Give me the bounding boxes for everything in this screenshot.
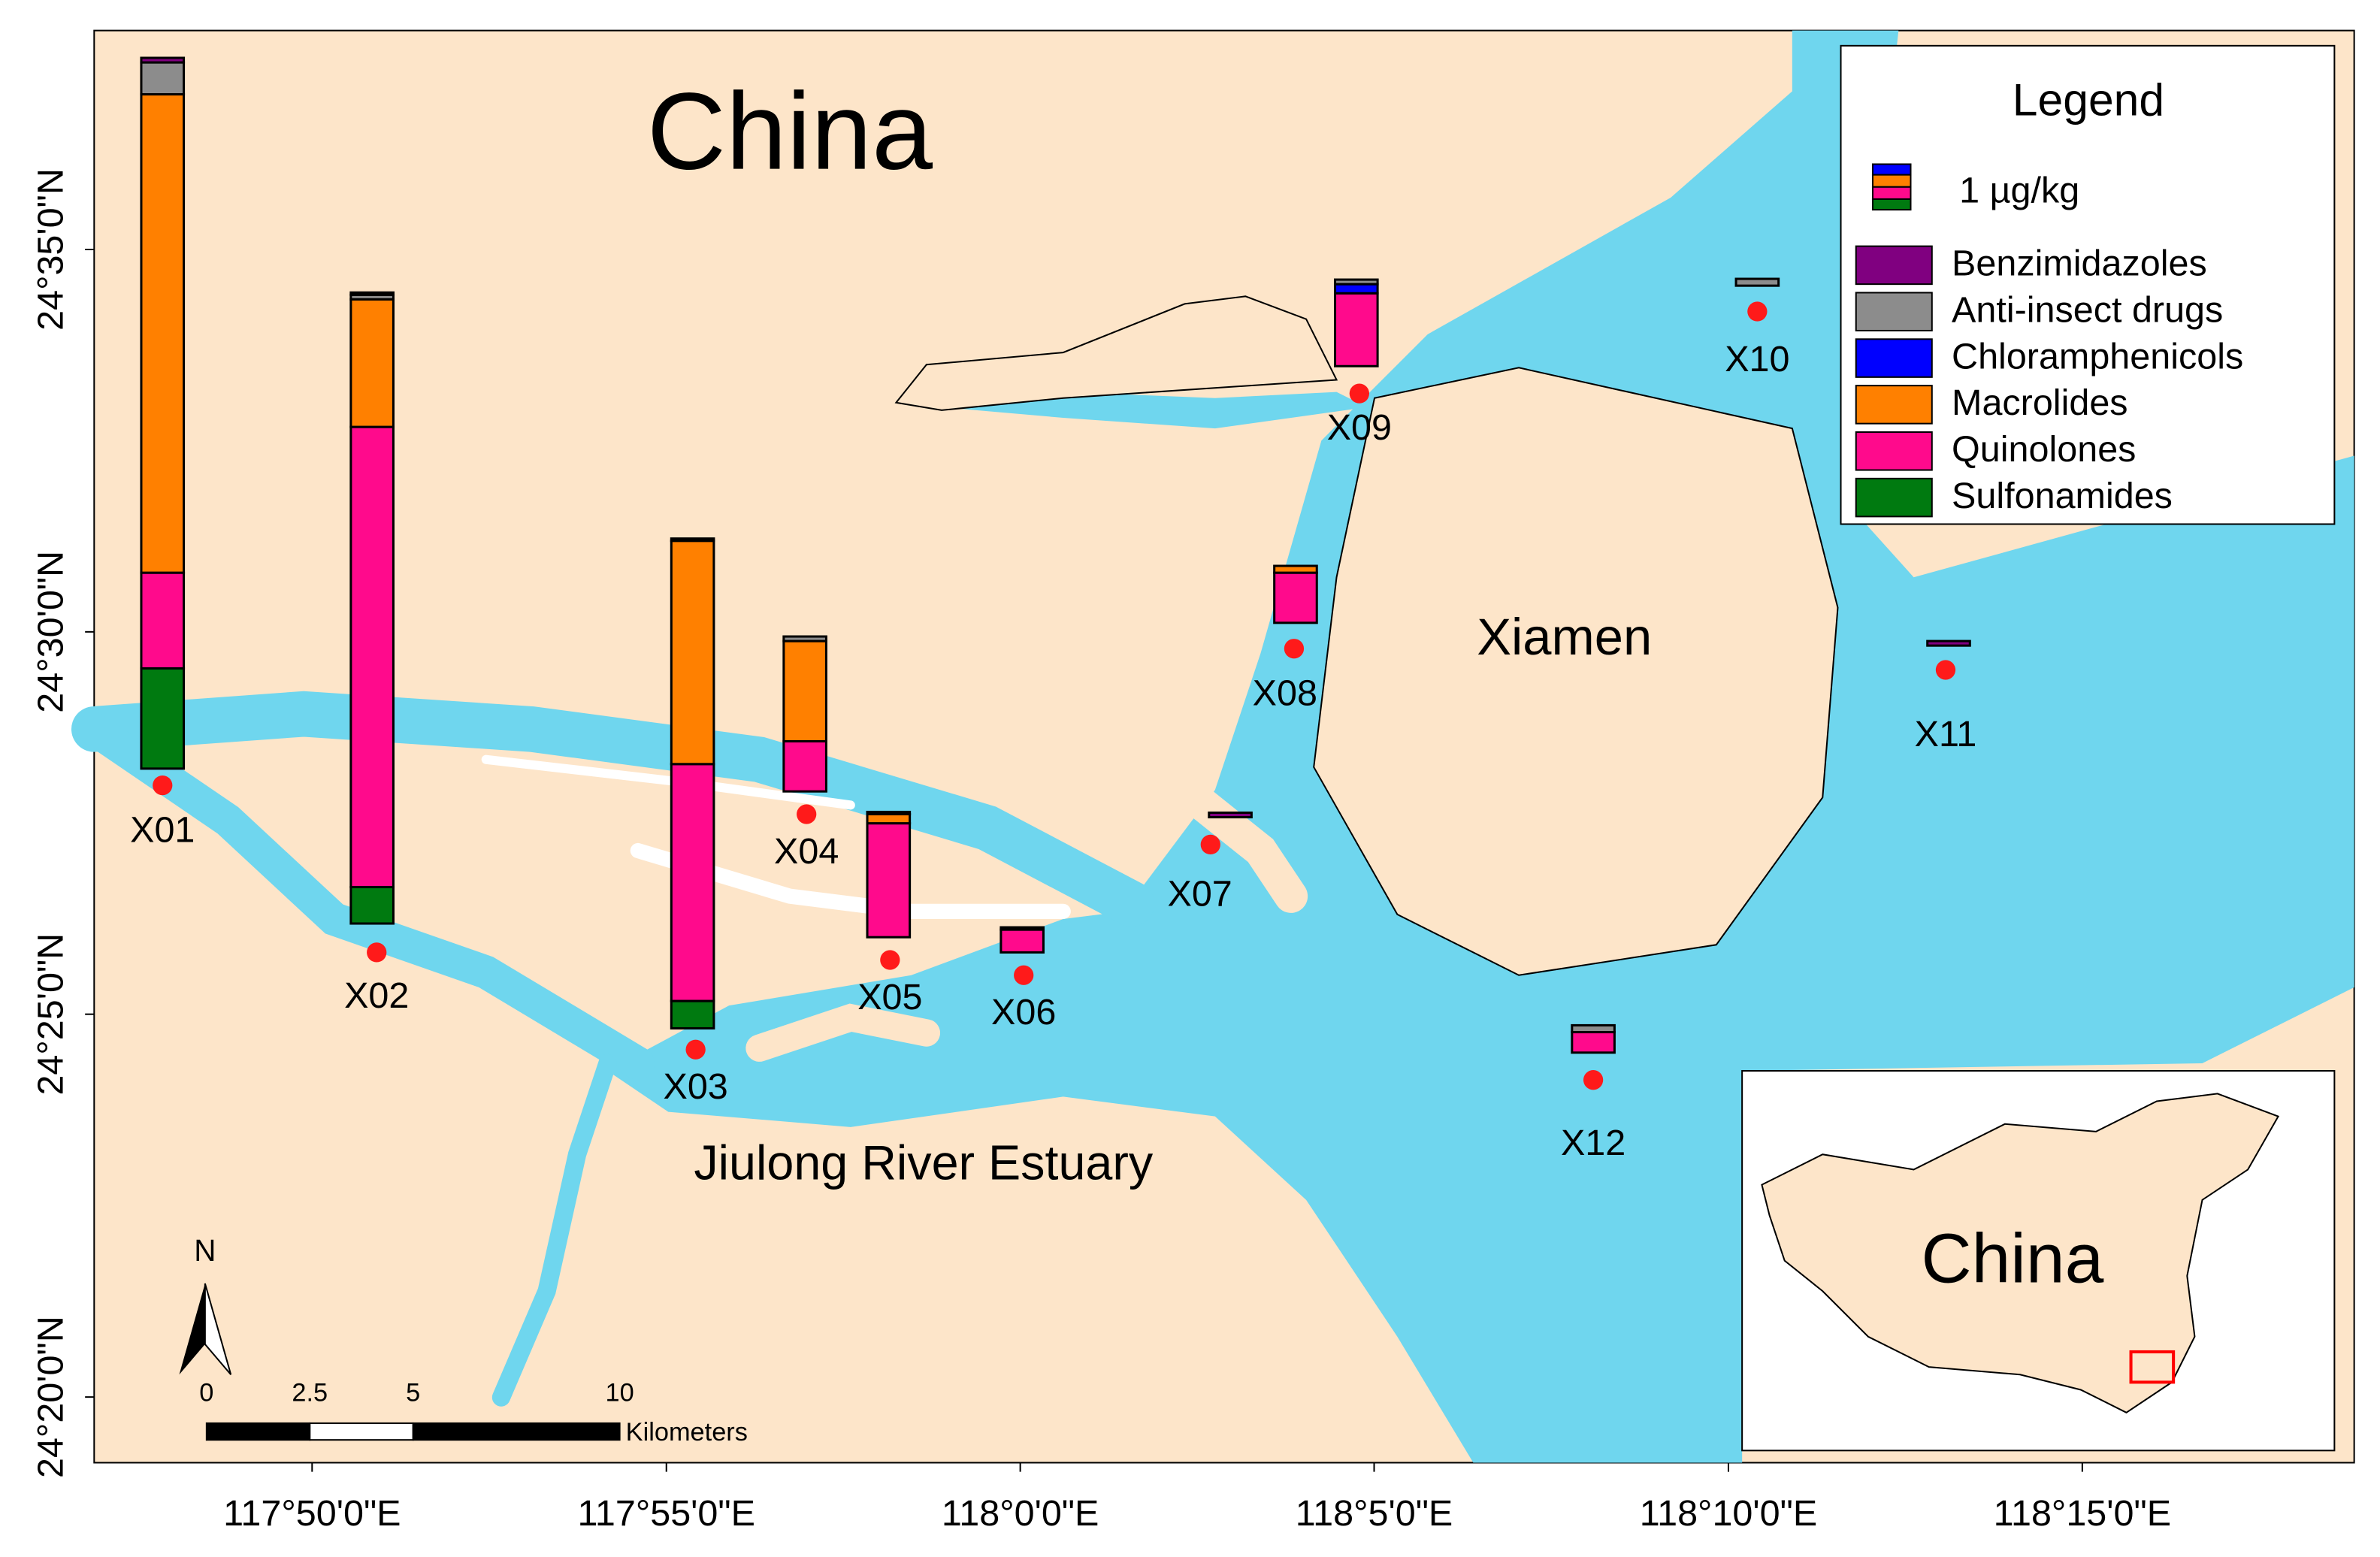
station-dot [1349,383,1369,404]
legend-label: Chloramphenicols [1952,336,2243,376]
station-dot [1935,660,1956,680]
station-label: X01 [130,810,195,851]
bar-segment [866,822,912,939]
scale-label: 10 [605,1379,634,1407]
y-tick-label: 24°25'0"N [31,933,71,1096]
bar-segment [140,571,186,670]
xiamen-island [1313,367,1839,976]
station-label: X09 [1327,407,1392,448]
station-label: X03 [663,1066,727,1107]
legend-swatch [1855,385,1933,425]
bar-segment [140,61,186,96]
bar-segment [140,92,186,574]
legend-label: Sulfonamides [1952,476,2173,516]
bar-segment [1273,571,1318,624]
y-tick-label: 24°35'0"N [31,168,71,331]
scale-label: 5 [406,1379,420,1407]
station-dot [880,950,900,970]
station-label: X08 [1253,673,1317,714]
station-dot [1200,834,1220,855]
inset-china [1761,1093,2280,1413]
station-dot [1583,1070,1604,1090]
bar-segment [782,639,827,742]
station-dot [1284,639,1305,659]
x-tick-label: 117°55'0"E [578,1493,755,1534]
legend-swatch [1855,245,1933,286]
station-label: X02 [344,975,409,1016]
bar-segment [1273,564,1318,574]
bar-segment [999,928,1045,954]
scale-segment [412,1422,621,1441]
station-label: X06 [991,992,1056,1032]
bar-segment [670,540,715,766]
bar-segment [349,298,395,428]
bar-segment [782,739,827,793]
station-dot [1747,301,1768,322]
y-tick-label: 24°30'0"N [31,551,71,713]
scale-label: 2.5 [292,1379,328,1407]
place-label: Xiamen [1477,608,1652,666]
bar-segment [1333,278,1379,286]
bar-segment [670,763,715,1002]
bar-segment [1333,283,1379,295]
bar-segment [140,667,186,770]
scale-segment [309,1422,414,1441]
station-label: X04 [774,831,839,872]
bar-segment [349,291,395,296]
legend-scale-icon [1871,163,1912,211]
station-label: X07 [1167,873,1232,914]
north-label: N [194,1233,216,1268]
map-title: China [647,70,933,192]
legend-label: Quinolones [1952,429,2136,470]
north-island [894,295,1338,411]
bar-segment [349,885,395,925]
bar-segment [1734,277,1780,287]
bar-segment [1333,292,1379,367]
station-label: X10 [1725,339,1789,379]
legend-swatch [1855,338,1933,378]
legend-label: Anti-insect drugs [1952,290,2223,331]
bar-segment [670,537,715,543]
scale-unit: Kilometers [626,1418,748,1447]
legend-scale-label: 1 µg/kg [1959,171,2079,211]
station-dot [153,775,173,796]
bar-segment [1571,1023,1616,1034]
station-label: X12 [1561,1123,1625,1163]
station-dot [367,942,387,963]
station-dot [797,804,817,824]
scale-label: 0 [199,1379,213,1407]
x-tick-label: 118°5'0"E [1296,1493,1453,1534]
scale-segment [205,1422,311,1441]
bar-segment [866,810,912,816]
bar-segment [866,812,912,825]
x-tick-label: 118°0'0"E [942,1493,1099,1534]
station-label: X05 [857,977,922,1017]
y-tick-label: 24°20'0"N [31,1316,71,1478]
bar-segment [1571,1031,1616,1054]
legend-swatch [1855,431,1933,471]
place-label: Jiulong River Estuary [694,1135,1154,1190]
bar-segment [349,425,395,889]
station-dot [685,1039,706,1060]
station-dot [1014,965,1034,985]
legend-swatch [1855,477,1933,518]
bar-segment [1926,639,1971,647]
inset: China [1741,1070,2336,1452]
x-tick-label: 118°15'0"E [1994,1493,2171,1534]
bar-segment [999,926,1045,931]
bar-segment [782,635,827,642]
legend-swatch [1855,292,1933,332]
legend-label: Macrolides [1952,382,2128,423]
x-tick-label: 117°50'0"E [223,1493,401,1534]
bar-segment [140,56,186,64]
bar-segment [670,999,715,1029]
x-tick-label: 118°10'0"E [1640,1493,1817,1534]
legend-label: Benzimidazoles [1952,243,2207,284]
inset-locator [2129,1350,2176,1384]
legend-title: Legend [2013,74,2164,125]
bar-segment [1208,811,1253,819]
inset-label: China [1921,1219,2103,1297]
station-label: X11 [1915,714,1977,754]
